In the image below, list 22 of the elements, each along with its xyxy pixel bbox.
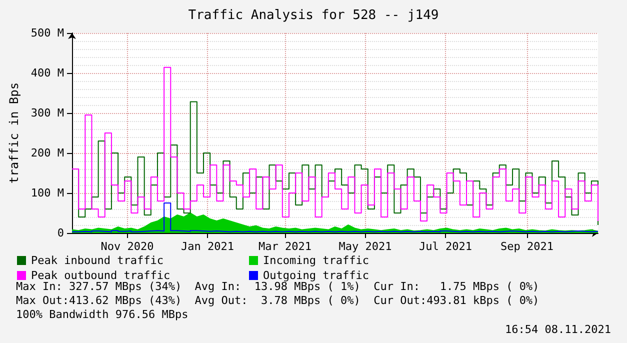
text: 16:54 08.11.2021	[505, 323, 612, 336]
text: 100% Bandwidth 976.56 MBps	[16, 308, 188, 321]
legend-label: Peak outbound traffic	[31, 269, 170, 282]
chart-title: Traffic Analysis for 528 -- j149	[188, 8, 439, 23]
text: Max Out:413.62 MBps (43%) Avg Out: 3.78 MBps ( 0%) Cur Out:493.81 kBps ( 0%)	[16, 294, 540, 307]
x-tick-label: Jan 2021	[180, 240, 234, 253]
y-tick-label: 0	[57, 226, 64, 240]
x-tick-label: Jul 2021	[418, 240, 472, 253]
y-tick-label: 200 M	[30, 146, 64, 160]
legend-label: Outgoing traffic	[263, 269, 369, 282]
y-axis-title: traffic in Bps	[7, 82, 21, 184]
text: Max In: 327.57 MBps (34%) Avg In: 13.98 MBps ( 1%) Cur In: 1.75 MBps ( 0%)	[16, 280, 540, 293]
legend-label: Peak inbound traffic	[31, 254, 164, 267]
y-tick-label: 400 M	[30, 66, 64, 80]
x-tick-label: Nov 2020	[100, 240, 154, 253]
x-tick-label: Mar 2021	[258, 240, 312, 253]
legend-label: Incoming traffic	[263, 254, 369, 267]
y-tick-label: 300 M	[30, 106, 64, 120]
y-tick-label: 100 M	[30, 186, 64, 200]
x-tick-label: May 2021	[338, 240, 392, 253]
y-tick-label: 500 M	[30, 26, 64, 40]
x-tick-label: Sep 2021	[500, 240, 554, 253]
